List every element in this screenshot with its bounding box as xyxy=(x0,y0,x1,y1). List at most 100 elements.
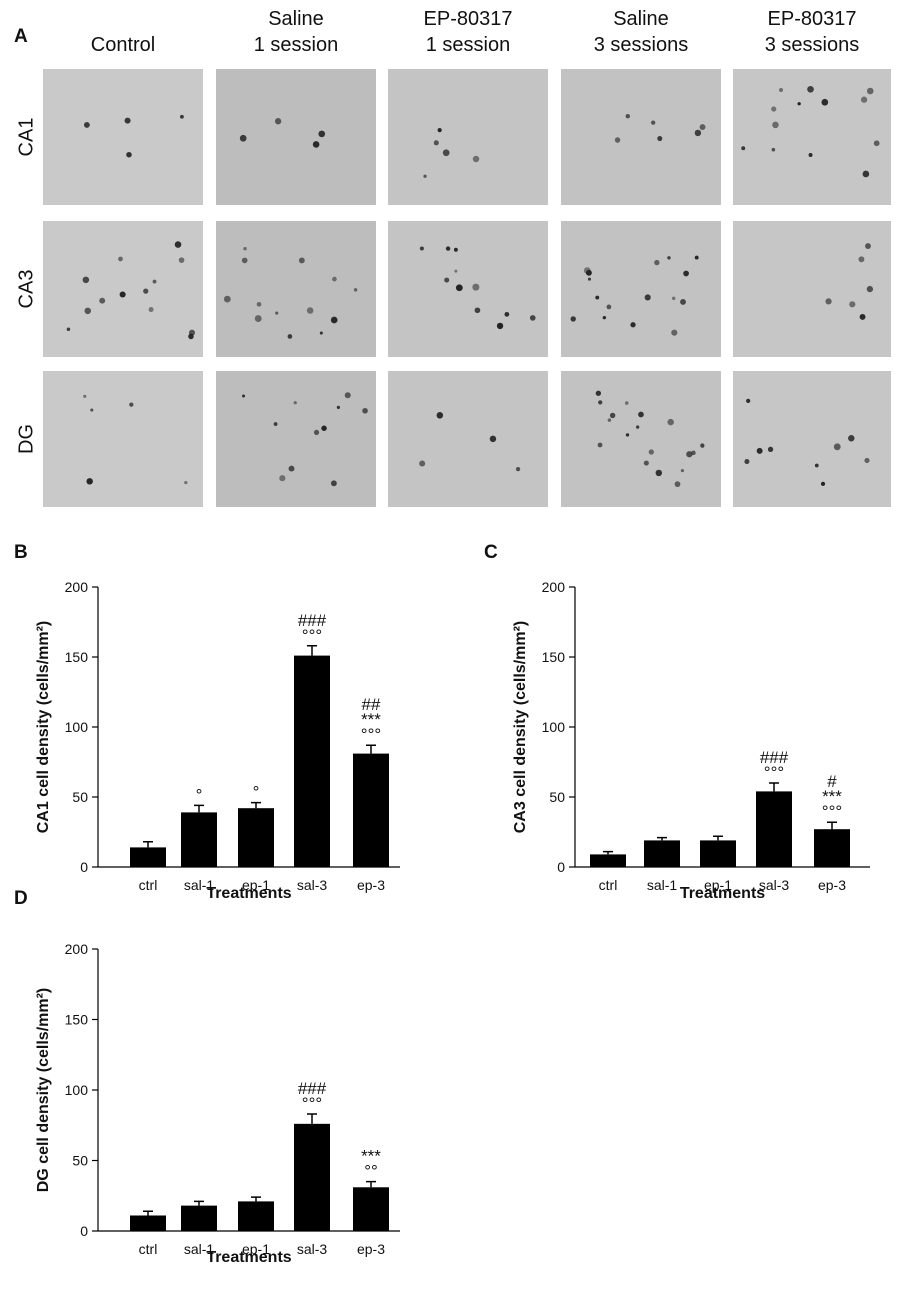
cell xyxy=(84,307,92,315)
y-tick-label: 100 xyxy=(65,1082,89,1098)
error-bar xyxy=(143,841,153,848)
x-tick-label: ctrl xyxy=(599,877,618,893)
cell xyxy=(814,463,819,468)
micrograph xyxy=(43,371,203,507)
y-tick-label: 200 xyxy=(65,941,89,957)
significance-mark: °° xyxy=(364,1162,378,1181)
micrograph xyxy=(388,221,548,357)
bar xyxy=(238,1201,274,1231)
y-axis-label: CA3 cell density (cells/mm²) xyxy=(512,621,529,834)
y-tick-label: 0 xyxy=(557,859,565,875)
y-axis-label: CA1 cell density (cells/mm²) xyxy=(35,621,52,834)
column-header: EP-80317 xyxy=(768,8,857,30)
cell xyxy=(124,117,131,124)
bar xyxy=(130,1215,166,1231)
micrograph xyxy=(43,69,203,205)
cell xyxy=(445,246,451,251)
cell xyxy=(242,394,246,398)
cell xyxy=(489,435,497,443)
x-axis-label: Treatments xyxy=(206,1249,291,1266)
cell xyxy=(86,478,93,485)
row-label: DG xyxy=(15,424,37,454)
significance-mark: *** xyxy=(361,710,381,729)
cell xyxy=(330,316,338,324)
y-tick-label: 150 xyxy=(65,649,89,665)
cell xyxy=(444,277,450,283)
cell xyxy=(419,460,426,467)
cell xyxy=(293,401,297,405)
cell xyxy=(602,315,607,320)
micrograph xyxy=(216,69,376,205)
cell xyxy=(771,147,776,152)
bar xyxy=(353,1187,389,1231)
y-tick-label: 0 xyxy=(80,1223,88,1239)
cell xyxy=(657,136,663,142)
cell xyxy=(858,256,865,263)
cell xyxy=(848,435,855,442)
cell xyxy=(515,466,521,472)
error-bar xyxy=(366,1180,376,1188)
cell xyxy=(699,124,706,131)
cell xyxy=(609,412,616,419)
cell xyxy=(674,481,681,488)
cell xyxy=(83,122,90,128)
cell xyxy=(174,241,182,248)
error-bar xyxy=(657,836,667,841)
x-tick-label: ep-1 xyxy=(242,877,270,893)
cell xyxy=(442,149,450,157)
cell xyxy=(254,315,262,322)
cell xyxy=(625,433,630,437)
cell xyxy=(239,134,247,142)
cell xyxy=(126,151,132,158)
cell xyxy=(865,243,871,249)
micrograph xyxy=(561,221,721,357)
micrograph-bg xyxy=(733,221,891,357)
cell xyxy=(825,298,832,305)
micrograph-bg xyxy=(561,371,721,507)
y-tick-label: 50 xyxy=(72,1153,88,1169)
error-bar xyxy=(713,835,723,841)
micrograph xyxy=(733,69,891,205)
cell xyxy=(99,297,106,304)
cell xyxy=(472,283,480,291)
significance-mark: ## xyxy=(362,695,381,714)
bar xyxy=(130,847,166,867)
micrograph-bg xyxy=(216,371,376,507)
cell xyxy=(808,153,813,157)
significance-mark: ### xyxy=(298,611,327,630)
significance-mark: # xyxy=(827,772,837,791)
row-label: CA3 xyxy=(15,270,37,309)
y-tick-label: 200 xyxy=(65,579,89,595)
micrograph xyxy=(561,371,721,507)
cell xyxy=(585,269,592,276)
panel-label: D xyxy=(14,888,28,909)
cell xyxy=(606,304,612,310)
y-tick-label: 50 xyxy=(549,789,565,805)
cell xyxy=(90,408,94,412)
cell xyxy=(672,296,676,301)
cell xyxy=(683,270,689,277)
cell xyxy=(321,425,327,431)
cell xyxy=(529,315,536,321)
cell xyxy=(184,481,188,485)
cell xyxy=(859,313,866,320)
cell xyxy=(436,412,444,419)
cell xyxy=(66,327,71,331)
significance-mark: °°° xyxy=(764,763,784,782)
micrograph-bg xyxy=(388,69,548,205)
error-bar xyxy=(603,850,613,855)
cell xyxy=(744,459,750,465)
cell xyxy=(273,422,278,426)
micrograph-bg xyxy=(561,221,721,357)
x-tick-label: sal-1 xyxy=(184,877,215,893)
micrograph-bg xyxy=(733,371,891,507)
cell xyxy=(797,102,801,106)
column-header: Saline xyxy=(268,8,324,30)
cell xyxy=(288,465,295,472)
cell xyxy=(256,301,262,307)
micrograph-bg xyxy=(43,69,203,205)
cell xyxy=(243,246,247,251)
bar xyxy=(294,1123,330,1231)
cell xyxy=(330,480,337,487)
